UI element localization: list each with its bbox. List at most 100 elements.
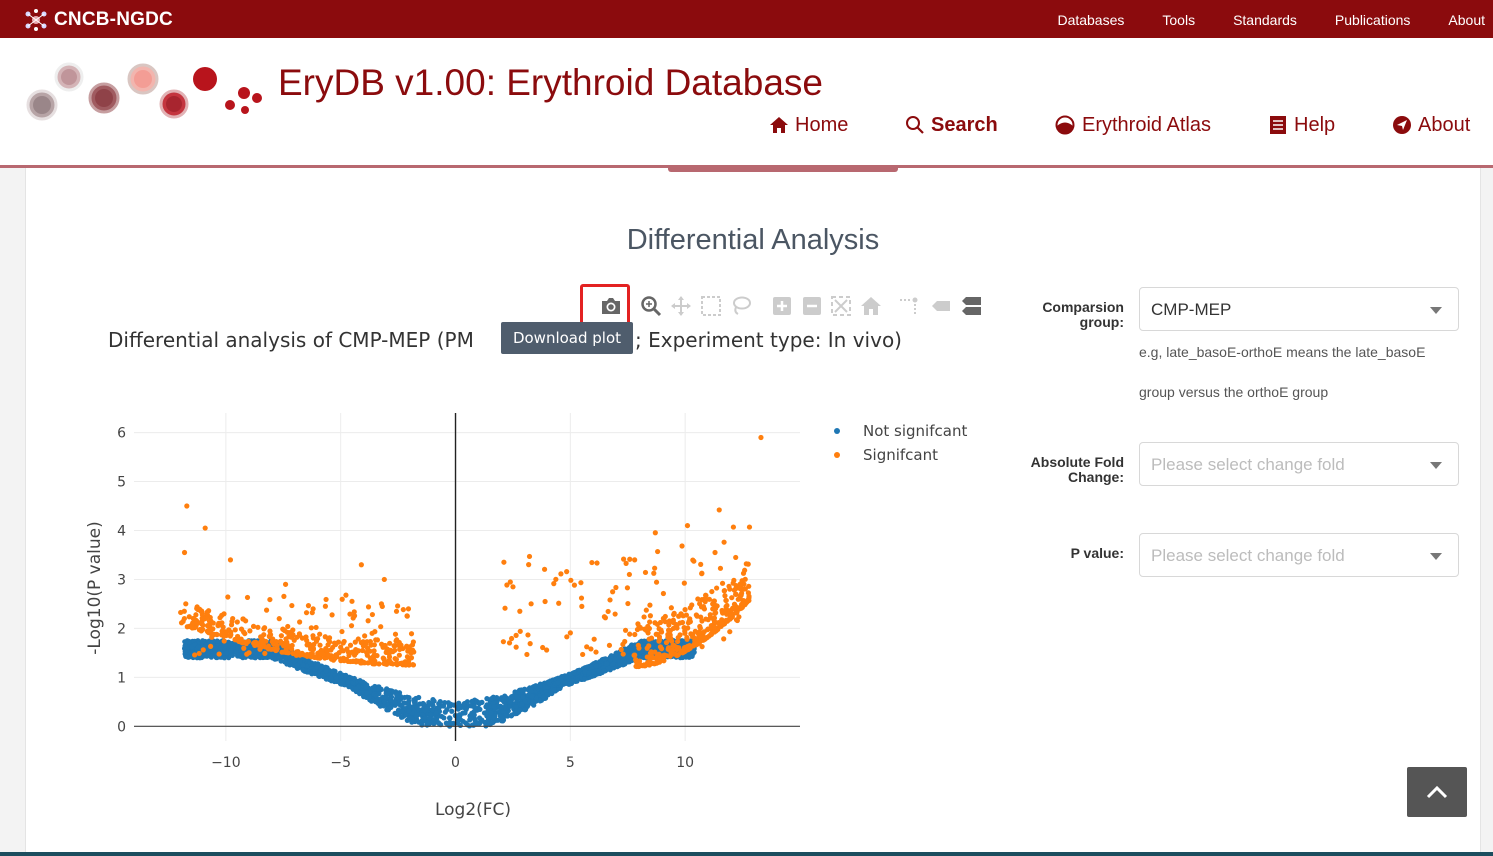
zoom-out-button[interactable] [801,295,823,317]
topnav-publications[interactable]: Publications [1334,12,1411,28]
download-highlight-box [580,284,630,326]
nav-home[interactable]: Home [769,110,848,140]
zoom-button[interactable] [640,295,662,317]
data-point [297,619,303,625]
data-point [427,701,433,707]
data-point [183,601,189,607]
cncb-brand[interactable]: CNCB-NGDC [22,8,173,32]
data-point [522,707,528,713]
data-point [267,596,273,603]
data-point [671,610,677,616]
data-point [206,630,212,636]
data-point [247,628,253,634]
data-point [402,700,408,706]
topnav-tools[interactable]: Tools [1162,12,1196,28]
data-point [178,620,185,626]
data-point [556,600,562,606]
data-point [322,634,328,640]
p-value-placeholder: Please select change fold [1151,546,1345,565]
spike-lines-button[interactable] [898,295,920,317]
data-point [520,694,526,700]
data-point [680,654,686,661]
topnav-standards[interactable]: Standards [1233,12,1297,28]
data-point [280,643,287,649]
data-point [723,597,729,604]
data-point [697,601,703,607]
data-point [195,644,201,650]
data-point [408,655,415,661]
back-to-top-button[interactable] [1407,767,1467,817]
nav-help[interactable]: Help [1268,110,1335,140]
nav-search[interactable]: Search [905,110,998,140]
box-select-icon [701,296,721,316]
data-point [612,656,618,663]
nav-about[interactable]: About [1392,110,1470,140]
hover-compare-button[interactable] [960,295,982,317]
data-point [289,602,295,609]
autoscale-button[interactable] [830,295,852,317]
data-point [627,631,633,637]
data-point [702,636,708,642]
data-point [222,642,228,649]
data-point [737,596,743,602]
data-point [348,623,355,629]
data-point [320,651,326,657]
data-point [200,638,206,644]
legend-label[interactable]: Signifcant [863,446,938,464]
data-point [484,696,490,702]
data-point [377,702,383,708]
lasso-select-button[interactable] [730,295,752,317]
data-point [690,651,696,657]
p-value-select[interactable]: Please select change fold [1139,533,1459,577]
data-point [212,646,218,653]
fold-change-placeholder: Please select change fold [1151,455,1345,474]
hover-closest-button[interactable] [930,295,952,317]
data-point [196,650,202,657]
legend-label[interactable]: Not signifcant [863,422,967,440]
data-point [345,649,351,655]
reset-axes-button[interactable] [860,295,882,317]
data-point [357,678,363,684]
nav-erythroid-atlas[interactable]: Erythroid Atlas [1054,110,1211,140]
data-point [623,560,629,566]
topnav-databases[interactable]: Databases [1057,12,1125,28]
data-point [646,661,652,667]
data-point [648,635,655,641]
data-point [588,646,594,652]
topnav-about[interactable]: About [1448,12,1485,28]
data-point [541,566,548,572]
data-point [323,668,329,674]
data-point [262,654,269,660]
download-plot-button[interactable] [600,295,622,317]
data-point [404,613,410,619]
data-point [406,698,412,704]
data-point [221,633,227,639]
plot-legend[interactable]: Not signifcant Signifcant [834,422,967,464]
data-point [648,649,654,655]
data-point [333,675,339,681]
data-point [662,613,668,620]
data-point [684,634,690,641]
zoom-in-button[interactable] [771,295,793,317]
data-point [250,654,256,660]
data-point [386,657,392,663]
volcano-plot[interactable]: −10 −5 0 5 10 0 1 2 3 4 5 6 Not signifcant Signifcan… [60,395,990,835]
pan-button[interactable] [670,295,692,317]
data-point [501,699,507,705]
data-point [322,603,329,609]
box-select-button[interactable] [700,295,722,317]
data-point [396,711,402,717]
search-icon [906,116,924,134]
fold-change-select[interactable]: Please select change fold [1139,442,1459,486]
data-point [276,616,282,622]
data-point [378,624,384,630]
brand-label: CNCB-NGDC [54,9,173,30]
data-point [358,562,364,568]
data-point [670,642,676,649]
data-point [318,665,324,671]
data-point [653,579,660,585]
y-tick-label: 1 [117,670,126,686]
comparison-group-select[interactable]: CMP-MEP [1139,287,1459,331]
erydb-logo-icon[interactable] [22,48,272,128]
data-point [610,661,616,667]
